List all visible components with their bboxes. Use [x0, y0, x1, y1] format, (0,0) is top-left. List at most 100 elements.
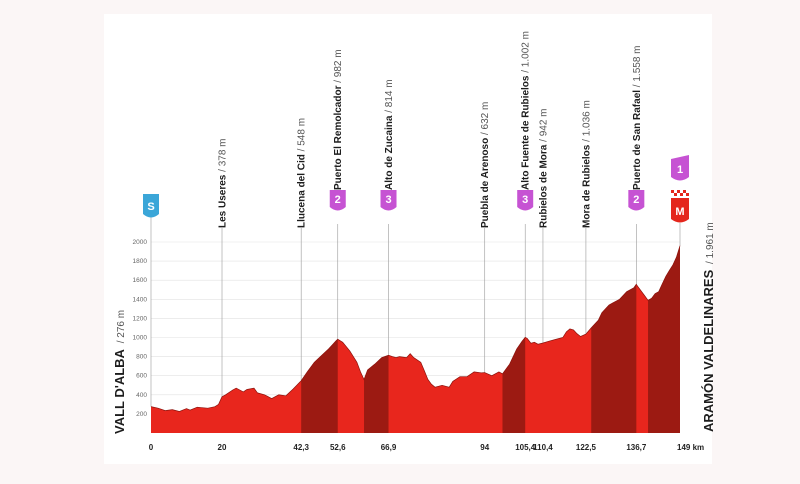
y-tick-label: 400: [136, 392, 147, 399]
waypoint-text: Alto de Zucaina / 814 m: [384, 79, 395, 190]
waypoint-text: Mora de Rubielos / 1.036 m: [581, 100, 592, 228]
kom-badge-icon: [380, 190, 397, 211]
waypoint-name: Alto Fuente de Rubielos: [521, 75, 532, 190]
waypoint-name: Alto de Zucaina: [384, 115, 395, 190]
x-tick-label: 52,6: [330, 443, 346, 452]
y-tick-labels: 200 400 600 800 1000 1200 1400 1600 1800 2000: [133, 239, 148, 418]
waypoint-name: Puebla de Arenoso: [480, 138, 491, 228]
x-tick-label: 0: [149, 443, 154, 452]
waypoint-alt: 982 m: [333, 49, 344, 77]
y-tick-label: 1400: [133, 296, 148, 303]
x-tick-label: 20: [218, 443, 227, 452]
finish-kom-category: 1: [677, 164, 683, 176]
start-label-group: VALL D'ALBA / 276 m: [112, 310, 127, 434]
finish-label-group: ARAMÓN VALDELINARES / 1.961 m: [701, 222, 716, 432]
checkered-flag-icon: [683, 193, 686, 196]
waypoint-labels: Les Useres / 378 m Llucena del Cid / 548 …: [218, 31, 643, 228]
checkered-flag-icon: [680, 193, 683, 196]
waypoint-alt: 1.002 m: [521, 31, 532, 67]
checkered-flag-icon: [671, 193, 674, 196]
waypoint-name: Llucena del Cid: [297, 154, 308, 228]
climb-segment: [502, 245, 526, 433]
finish-alt-text: 1.961 m: [705, 222, 716, 258]
waypoint-text: Puebla de Arenoso / 632 m: [480, 102, 491, 228]
finish-name: ARAMÓN VALDELINARES / 1.961 m: [701, 222, 716, 432]
kom-category: 2: [335, 194, 341, 206]
x-tick-label: 136,7: [626, 443, 647, 452]
start-name-text: VALL D'ALBA: [112, 348, 127, 434]
finish-marker-text: M: [675, 206, 684, 218]
waypoint-label: Llucena del Cid / 548 m: [297, 118, 308, 228]
finish-name-text: ARAMÓN VALDELINARES: [701, 269, 716, 432]
kom-category: 2: [633, 194, 639, 206]
checkered-flag-icon: [686, 193, 689, 196]
waypoint-name: Puerto de San Rafael: [632, 90, 643, 190]
checkered-flag-icon: [677, 193, 680, 196]
profile-areas: [150, 245, 681, 433]
kom-badge-icon: [628, 190, 645, 211]
checkered-flag-icon: [680, 190, 683, 193]
climb-segment: [364, 245, 389, 433]
waypoint-name: Les Useres: [218, 174, 229, 228]
x-tick-label: 149 km: [677, 443, 704, 452]
start-finish-labels: VALL D'ALBA / 276 m ARAMÓN VALDELINARES …: [112, 222, 716, 434]
checkered-flag-icon: [686, 190, 689, 193]
start-marker-text: S: [147, 201, 154, 213]
y-tick-label: 1800: [133, 258, 148, 265]
x-tick-label: 94: [480, 443, 489, 452]
y-tick-label: 1000: [133, 335, 148, 342]
checkered-flag-icon: [683, 190, 686, 193]
x-tick-label: 66,9: [381, 443, 397, 452]
x-tick-label: 105,4: [515, 443, 536, 452]
waypoint-label: Rubielos de Mora / 942 m: [538, 109, 549, 229]
kom-badge-icon: [517, 190, 534, 211]
profile-area: [151, 245, 680, 433]
category-markers: 2 3 3 2 S 1 M: [143, 155, 689, 223]
waypoint-label: Alto de Zucaina / 814 m: [384, 79, 395, 190]
climb-segment: [648, 245, 680, 433]
climb-segment: [301, 245, 338, 433]
checkered-flag-icon: [671, 190, 674, 193]
waypoint-text: Llucena del Cid / 548 m: [297, 118, 308, 228]
waypoint-text: Puerto de San Rafael / 1.558 m: [632, 45, 643, 190]
waypoint-label: Les Useres / 378 m: [218, 138, 229, 228]
waypoint-text: Rubielos de Mora / 942 m: [538, 109, 549, 229]
kom-badge-icon: [329, 190, 346, 211]
start-badge-icon: [143, 194, 159, 218]
start-name: VALL D'ALBA / 276 m: [112, 310, 127, 434]
y-tick-label: 800: [136, 354, 147, 361]
waypoint-alt: 814 m: [384, 79, 395, 107]
waypoint-name: Mora de Rubielos: [581, 144, 592, 228]
x-tick-label: 110,4: [533, 443, 553, 452]
kom-category: 3: [522, 194, 528, 206]
kom-category: 3: [385, 194, 391, 206]
finish-badge-icon: [671, 198, 689, 223]
waypoint-text: Alto Fuente de Rubielos / 1.002 m: [521, 31, 532, 190]
waypoint-label: Puerto El Remolcador / 982 m: [333, 49, 344, 190]
waypoint-alt: 378 m: [218, 138, 229, 166]
y-tick-label: 600: [136, 373, 147, 380]
waypoint-label: Puebla de Arenoso / 632 m: [480, 102, 491, 228]
waypoint-label: Mora de Rubielos / 1.036 m: [581, 100, 592, 228]
start-alt-text: 276 m: [116, 310, 127, 338]
x-tick-label: 122,5: [576, 443, 597, 452]
y-tick-label: 1200: [133, 315, 148, 322]
waypoint-name: Rubielos de Mora: [538, 144, 549, 228]
waypoint-alt: 942 m: [538, 109, 549, 137]
waypoint-alt: 1.036 m: [581, 100, 592, 136]
checkered-flag-icon: [677, 190, 680, 193]
x-tick-label: 42,3: [293, 443, 309, 452]
y-tick-label: 1600: [133, 277, 148, 284]
checkered-flag-icon: [674, 193, 677, 196]
waypoint-droplines: [150, 216, 681, 407]
waypoint-label: Alto Fuente de Rubielos / 1.002 m: [521, 31, 532, 190]
y-tick-label: 2000: [133, 239, 148, 246]
climb-segment: [591, 245, 637, 433]
profile-outline: [150, 245, 681, 412]
waypoint-label: Puerto de San Rafael / 1.558 m: [632, 45, 643, 190]
checkered-flag-icon: [674, 190, 677, 193]
waypoint-alt: 548 m: [297, 118, 308, 146]
finish-kom-badge-icon: [671, 155, 689, 181]
